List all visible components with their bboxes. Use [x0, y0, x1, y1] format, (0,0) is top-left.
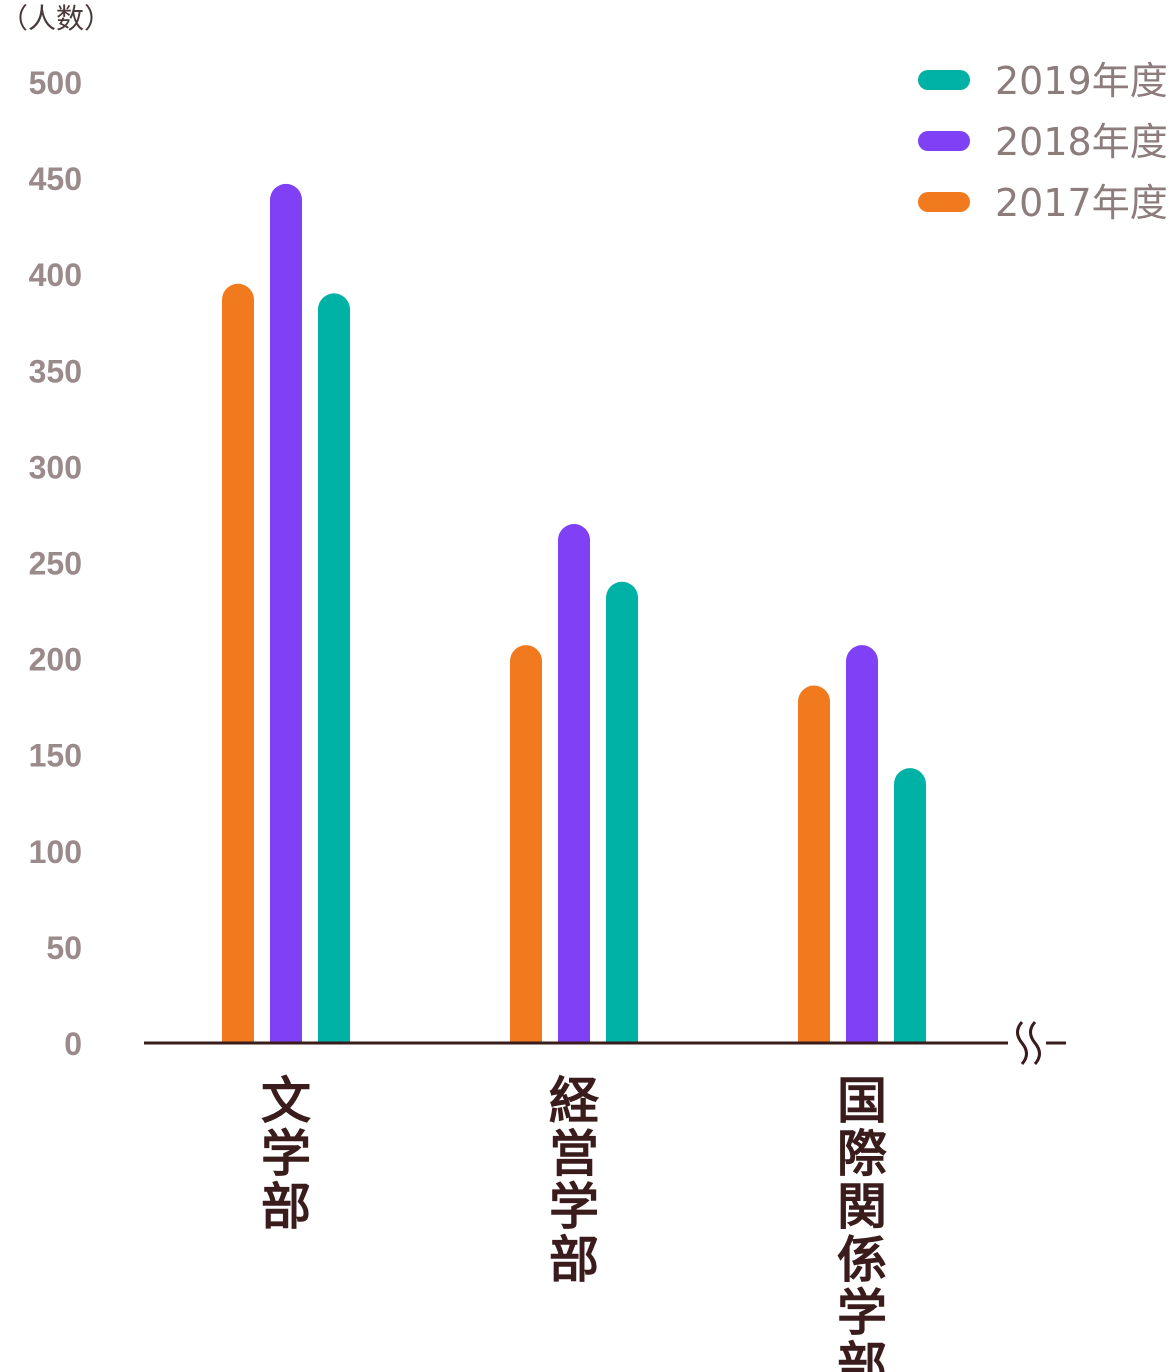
legend-label: 2019年度 [995, 59, 1168, 103]
category-labels: 文学部 経営学部 国際関係学部 [261, 1072, 887, 1372]
y-tick-label: 100 [29, 834, 82, 870]
y-axis-unit-label: （人数） [0, 2, 112, 35]
y-tick-label: 200 [29, 642, 82, 678]
y-tick-label: 300 [29, 449, 82, 485]
y-tick-label: 500 [29, 65, 82, 101]
y-tick-label: 0 [64, 1026, 82, 1062]
bar-2-3 [606, 581, 638, 1043]
bar-1-1 [222, 283, 254, 1043]
y-tick-label: 350 [29, 353, 82, 389]
bar-2-2 [558, 524, 590, 1043]
bar-1-3 [318, 293, 350, 1043]
y-tick-label: 400 [29, 257, 82, 293]
bar-3-2 [846, 645, 878, 1043]
x-axis [144, 1020, 1066, 1066]
y-tick-label: 50 [46, 930, 82, 966]
bar-3-1 [798, 685, 830, 1043]
bars-group [222, 183, 926, 1044]
bar-1-2 [270, 183, 302, 1044]
legend: 2019年度 2018年度 2017年度 [918, 59, 1168, 225]
axis-break-mark-2 [1029, 1020, 1041, 1066]
category-label-2: 経営学部 [549, 1072, 600, 1289]
y-axis-ticks: 0 50 100 150 200 250 300 350 400 450 500 [29, 65, 82, 1062]
legend-swatch [918, 131, 970, 151]
category-label-1: 文学部 [261, 1072, 311, 1236]
bar-3-3 [894, 768, 926, 1043]
y-tick-label: 250 [29, 546, 82, 582]
bar-2-1 [510, 645, 542, 1043]
legend-swatch [918, 192, 970, 212]
legend-label: 2018年度 [995, 120, 1168, 164]
legend-label: 2017年度 [995, 181, 1168, 225]
category-label-3: 国際関係学部 [837, 1072, 887, 1372]
legend-swatch [918, 70, 970, 90]
axis-break-mark-1 [1016, 1020, 1028, 1066]
y-tick-label: 450 [29, 161, 82, 197]
y-tick-label: 150 [29, 738, 82, 774]
